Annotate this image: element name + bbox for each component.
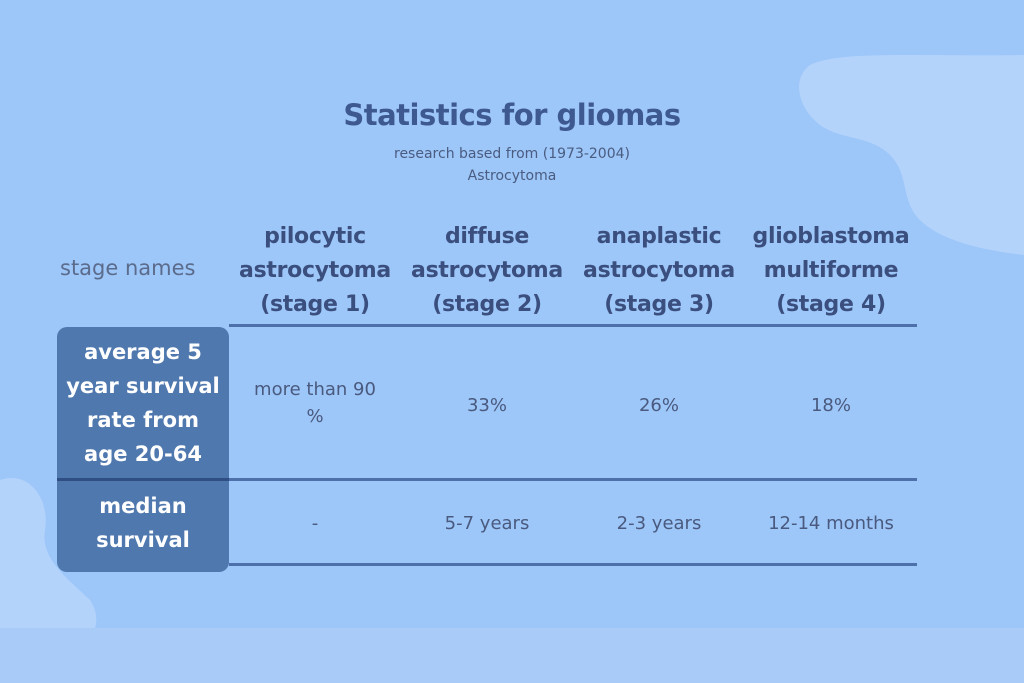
- column-header-line: (stage 3): [604, 292, 714, 317]
- row-label-line: survival: [96, 528, 190, 552]
- row-label-line: median: [99, 494, 187, 518]
- table-cell: -: [311, 513, 319, 534]
- table-cell: 33%: [466, 395, 507, 416]
- column-header-line: glioblastoma: [752, 224, 910, 249]
- table-cell: 2-3 years: [616, 513, 702, 534]
- decorative-blob-bottom-left: [0, 478, 97, 628]
- column-header-line: astrocytoma: [583, 258, 735, 283]
- slide: Statistics for gliomas research based fr…: [0, 0, 1024, 628]
- column-header-line: astrocytoma: [411, 258, 563, 283]
- row-label-line: year survival: [66, 374, 220, 398]
- column-header-line: multiforme: [763, 258, 899, 283]
- table-rule-top: [229, 324, 917, 327]
- cell-line: %: [306, 406, 324, 427]
- column-header-stage-2: diffuse astrocytoma (stage 2): [401, 220, 573, 322]
- column-header-stage-1: pilocytic astrocytoma (stage 1): [229, 220, 401, 322]
- column-header-line: (stage 1): [260, 292, 370, 317]
- column-header-line: (stage 2): [432, 292, 542, 317]
- row-label-line: age 20-64: [84, 442, 202, 466]
- table-rule-middle: [229, 478, 917, 481]
- table-cell: 12-14 months: [768, 513, 894, 534]
- row-label-line: rate from: [87, 408, 199, 432]
- decorative-blob-top-right: [799, 55, 1024, 255]
- page-title: Statistics for gliomas: [343, 98, 681, 132]
- row-label-divider: [57, 478, 229, 481]
- column-header-stage-3: anaplastic astrocytoma (stage 3): [573, 220, 745, 322]
- row-label-survival-rate: average 5 year survival rate from age 20…: [57, 335, 229, 471]
- stage-names-label: stage names: [60, 256, 196, 280]
- cell-line: more than 90: [254, 379, 376, 400]
- table-cell: more than 90 %: [229, 376, 401, 430]
- table-cell: 18%: [810, 395, 851, 416]
- column-header-line: pilocytic: [264, 224, 366, 249]
- row-label-line: average 5: [84, 340, 202, 364]
- column-header-line: astrocytoma: [239, 258, 391, 283]
- table-cell: 26%: [638, 395, 679, 416]
- column-header-line: diffuse: [444, 224, 529, 249]
- subtitle-research: research based from (1973-2004): [394, 146, 630, 162]
- table-cell: 5-7 years: [444, 513, 530, 534]
- table-rule-bottom: [229, 563, 917, 566]
- column-header-stage-4: glioblastoma multiforme (stage 4): [745, 220, 917, 322]
- column-header-line: (stage 4): [776, 292, 886, 317]
- subtitle-type: Astrocytoma: [467, 168, 557, 184]
- column-header-line: anaplastic: [596, 224, 722, 249]
- row-label-panel: average 5 year survival rate from age 20…: [57, 327, 229, 572]
- row-label-median-survival: median survival: [57, 489, 229, 557]
